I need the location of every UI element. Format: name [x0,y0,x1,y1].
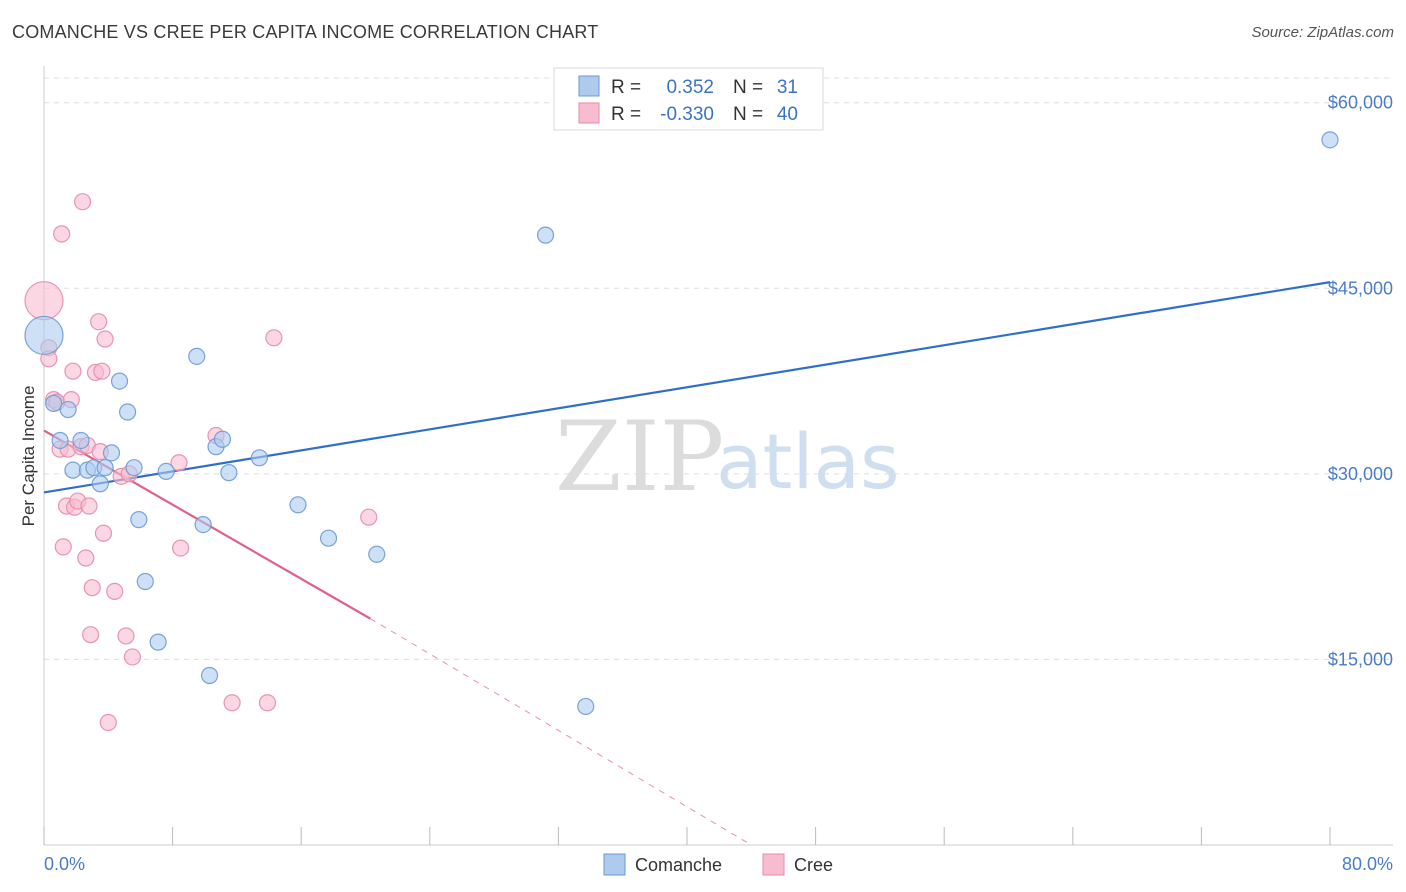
comanche-point [220,464,238,482]
cree-point [82,626,100,644]
comanche-point [45,394,63,412]
comanche-point [250,449,269,467]
comanche-point [64,461,82,479]
comanche-point [72,431,90,450]
cree-point [90,313,108,331]
cree-point [96,330,114,348]
cree-point [170,454,188,472]
trend-lines [43,281,1331,846]
legend-swatch-cree [578,102,600,124]
cree-point [117,627,135,645]
cree-point [106,582,124,600]
comanche-point [125,459,143,477]
axes [43,66,1393,846]
gridlines [44,77,1393,660]
cree-point [265,329,283,347]
stats-legend: R = 0.352 N = 31 R = -0.330 N = 40 [553,67,824,131]
comanche-point [91,475,109,493]
cree-point [99,713,117,732]
y-tick-label: $60,000 [1328,93,1393,113]
comanche-point [149,633,167,651]
comanche-point [188,347,206,365]
comanche-point [368,545,386,563]
cree-point [73,193,92,211]
cree-point [64,362,82,380]
legend-r-label-comanche: R = [611,77,641,98]
comanche-point [136,572,154,591]
legend-n-label-comanche: N = [733,77,763,98]
cree-point [123,648,142,666]
cree-trend-extension [370,618,752,846]
bottom-legend-swatch-comanche [603,853,626,876]
series-legend: Comanche Cree [603,853,833,876]
cree-point [83,579,101,597]
comanche-point [1321,131,1339,149]
watermark-atlas: atlas [716,417,900,506]
comanche-point [200,666,219,685]
x-tick-label-max: 80.0% [1342,854,1393,874]
legend-n-value-comanche: 31 [777,77,798,98]
cree-point [53,225,71,243]
comanche-point [157,462,175,480]
comanche-point [96,459,114,477]
cree-point [24,281,64,321]
comanche-point [118,403,137,421]
chart-title: COMANCHE VS CREE PER CAPITA INCOME CORRE… [12,22,599,42]
cree-point [80,497,98,515]
legend-n-label-cree: N = [733,104,763,125]
cree-point [172,539,190,557]
legend-r-value-cree: -0.330 [660,104,714,125]
legend-r-label-cree: R = [611,104,641,125]
bottom-legend-label-cree: Cree [794,855,833,875]
watermark-zip: ZIP [555,401,724,513]
cree-point [77,549,95,567]
y-tick-label: $30,000 [1328,464,1393,484]
comanche-point [102,444,121,462]
data-points [24,131,1339,732]
comanche-point [110,372,129,390]
source-credit: Source: ZipAtlas.com [1251,24,1394,41]
comanche-point [577,697,595,716]
x-tick-label-min: 0.0% [44,854,85,874]
comanche-point [289,496,307,514]
legend-r-value-comanche: 0.352 [666,77,714,98]
y-axis-label: Per Capita Income [19,386,38,527]
comanche-point [319,529,338,547]
comanche-point [59,400,77,419]
cree-point [223,694,241,712]
legend-n-value-cree: 40 [777,104,798,125]
cree-point [94,524,113,542]
comanche-point [130,511,148,529]
cree-point [93,362,111,380]
y-tick-label: $15,000 [1328,649,1393,669]
comanche-point [536,226,555,244]
comanche-point [51,431,69,450]
legend-swatch-comanche [578,75,600,97]
cree-point [360,508,378,526]
comanche-point [24,315,64,355]
bottom-legend-swatch-cree [762,853,785,876]
cree-point [54,538,72,556]
y-tick-labels: $15,000 $30,000 $45,000 $60,000 [1328,93,1393,670]
bottom-legend-label-comanche: Comanche [635,855,722,875]
comanche-point [213,430,232,448]
comanche-point [194,515,212,534]
cree-point [258,694,277,712]
y-tick-label: $45,000 [1328,278,1393,298]
